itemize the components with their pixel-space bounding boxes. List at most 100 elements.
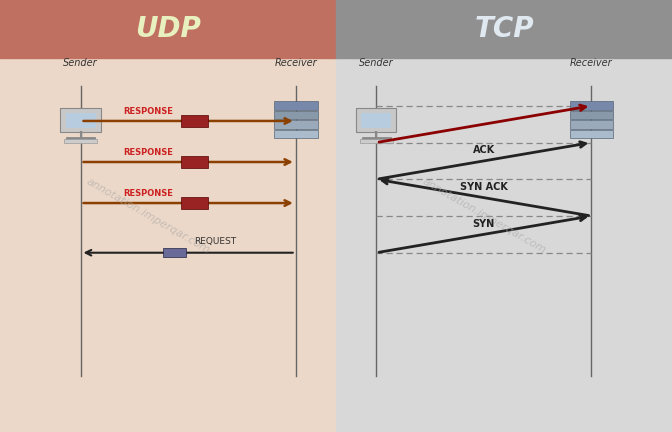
Bar (336, 58, 672, 432)
Bar (497, 294, 551, 328)
Bar (60, 108, 101, 132)
Bar (362, 113, 391, 128)
Bar (269, 328, 323, 363)
Bar (108, 156, 161, 190)
Bar (323, 328, 376, 363)
Bar (551, 294, 605, 328)
Bar (569, 120, 613, 129)
Bar (323, 52, 376, 86)
Bar (215, 363, 269, 397)
Bar (65, 113, 95, 128)
Bar (274, 101, 317, 110)
Bar (215, 86, 269, 121)
Bar (497, 259, 551, 294)
Bar (659, 52, 672, 86)
Bar (605, 397, 659, 432)
Bar (161, 294, 215, 328)
Bar (181, 197, 208, 209)
Bar (161, 156, 215, 190)
Bar (161, 363, 215, 397)
Bar (269, 397, 323, 432)
Bar (605, 52, 659, 86)
Bar (54, 328, 108, 363)
Bar (54, 121, 108, 156)
Text: TCP: TCP (474, 15, 534, 43)
Bar (323, 397, 376, 432)
Bar (269, 363, 323, 397)
Bar (54, 52, 108, 86)
Bar (605, 190, 659, 225)
Bar (569, 101, 613, 110)
Bar (444, 52, 497, 86)
Bar (0, 190, 54, 225)
Bar (605, 363, 659, 397)
Bar (497, 328, 551, 363)
Bar (659, 328, 672, 363)
Bar (269, 121, 323, 156)
Bar (336, 0, 672, 58)
Bar (551, 225, 605, 259)
Bar (323, 259, 376, 294)
Bar (108, 397, 161, 432)
Bar (161, 225, 215, 259)
Bar (323, 86, 376, 121)
Bar (444, 156, 497, 190)
Bar (336, 259, 390, 294)
Bar (497, 52, 551, 86)
Bar (390, 86, 444, 121)
Bar (444, 328, 497, 363)
Bar (336, 190, 390, 225)
Bar (64, 139, 97, 143)
Bar (605, 86, 659, 121)
Bar (444, 397, 497, 432)
Bar (163, 248, 186, 257)
Bar (323, 294, 376, 328)
Bar (269, 259, 323, 294)
Bar (181, 115, 208, 127)
Bar (336, 328, 390, 363)
Bar (54, 259, 108, 294)
Bar (390, 259, 444, 294)
Bar (551, 190, 605, 225)
Text: annotation.imperqar.com: annotation.imperqar.com (84, 176, 212, 256)
Bar (215, 397, 269, 432)
Bar (551, 156, 605, 190)
Bar (605, 156, 659, 190)
Bar (497, 86, 551, 121)
Bar (390, 363, 444, 397)
Bar (0, 121, 54, 156)
Text: RESPONSE: RESPONSE (123, 148, 173, 157)
Bar (54, 190, 108, 225)
Bar (390, 121, 444, 156)
Bar (215, 52, 269, 86)
Bar (161, 121, 215, 156)
Bar (551, 363, 605, 397)
Bar (108, 121, 161, 156)
Text: SYN ACK: SYN ACK (460, 182, 508, 192)
Bar (336, 86, 390, 121)
Bar (569, 111, 613, 119)
Bar (0, 156, 54, 190)
Bar (161, 190, 215, 225)
Bar (108, 190, 161, 225)
Bar (0, 0, 336, 58)
Bar (444, 86, 497, 121)
Bar (605, 225, 659, 259)
Text: UDP: UDP (135, 15, 201, 43)
Bar (274, 130, 317, 138)
Bar (54, 156, 108, 190)
Bar (497, 225, 551, 259)
Text: RESPONSE: RESPONSE (123, 107, 173, 116)
Bar (569, 130, 613, 138)
Bar (336, 52, 390, 86)
Bar (215, 190, 269, 225)
Bar (659, 294, 672, 328)
Bar (390, 190, 444, 225)
Bar (0, 225, 54, 259)
Bar (444, 225, 497, 259)
Bar (390, 156, 444, 190)
Bar (269, 294, 323, 328)
Bar (444, 294, 497, 328)
Bar (0, 294, 54, 328)
Bar (215, 259, 269, 294)
